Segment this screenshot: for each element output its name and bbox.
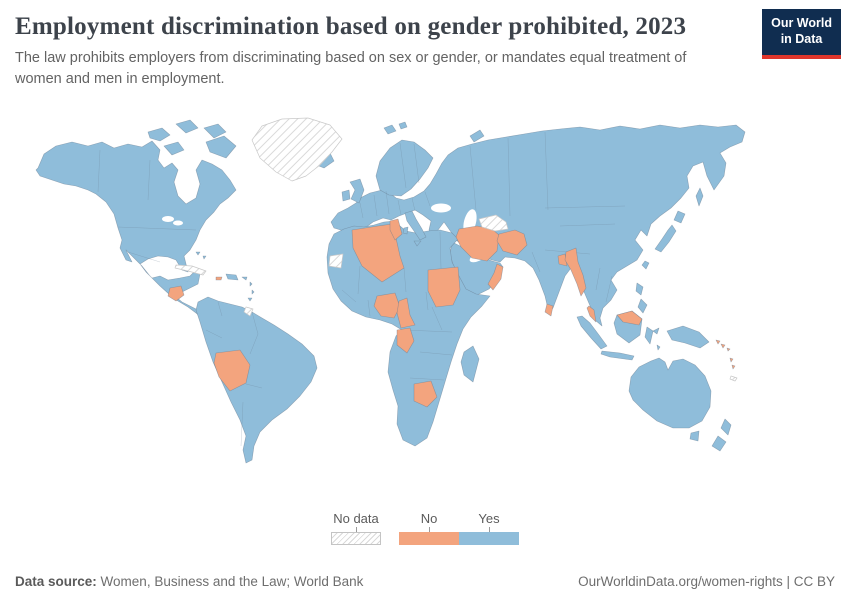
country-japan[interactable] (654, 210, 686, 253)
country-bolivia[interactable] (213, 349, 251, 392)
region-arctic-islands[interactable] (147, 119, 237, 159)
footer: Data source: Women, Business and the Law… (15, 574, 835, 589)
country-new-caledonia[interactable] (729, 375, 738, 382)
country-borders (97, 131, 626, 447)
country-cameroon[interactable] (396, 297, 416, 329)
legend-yes-swatch[interactable] (459, 532, 519, 545)
region-eurasia[interactable] (330, 124, 746, 327)
country-tunisia[interactable] (389, 218, 403, 241)
black-sea (431, 203, 451, 213)
world-map-svg[interactable] (0, 106, 850, 510)
header: Employment discrimination based on gende… (0, 0, 850, 90)
legend-yes[interactable]: Yes (459, 511, 519, 545)
country-botswana[interactable] (413, 380, 438, 408)
country-italy[interactable] (402, 210, 427, 247)
region-north-america[interactable] (35, 140, 237, 320)
map-legend: No data No Yes (0, 511, 850, 545)
country-nigeria[interactable] (373, 292, 401, 319)
region-south-america[interactable] (195, 296, 318, 464)
country-united-kingdom[interactable] (349, 178, 365, 204)
country-jamaica[interactable] (215, 276, 223, 281)
attribution-link[interactable]: OurWorldinData.org/women-rights | CC BY (578, 574, 835, 589)
region-indonesia[interactable] (576, 310, 661, 361)
country-cuba[interactable] (174, 264, 207, 276)
region-scandinavia[interactable] (375, 139, 434, 197)
legend-no-swatch[interactable] (399, 532, 459, 545)
country-french-guiana[interactable] (243, 306, 254, 317)
country-guatemala[interactable] (167, 285, 185, 302)
legend-yes-tick (488, 527, 490, 532)
region-svalbard[interactable] (383, 121, 485, 143)
country-gabon-congo[interactable] (396, 327, 415, 354)
country-oman[interactable] (487, 263, 504, 291)
country-sri-lanka[interactable] (544, 303, 554, 317)
data-source-value: Women, Business and the Law; World Bank (100, 574, 364, 589)
data-source: Data source: Women, Business and the Law… (15, 574, 363, 589)
subtitle: The law prohibits employers from discrim… (15, 50, 687, 88)
legend-yes-label: Yes (478, 511, 500, 526)
country-ireland[interactable] (341, 189, 351, 202)
country-algeria[interactable] (351, 223, 405, 283)
great-lakes-2 (173, 220, 183, 226)
legend-no[interactable]: No (399, 511, 459, 545)
legend-no-data-swatch[interactable] (331, 532, 381, 545)
country-new-zealand[interactable] (711, 418, 732, 452)
country-philippines[interactable] (635, 282, 648, 314)
owid-logo[interactable]: Our World in Data (762, 9, 841, 59)
country-solomon-islands[interactable] (715, 339, 731, 352)
logo-line2: in Data (780, 32, 823, 47)
country-sudan[interactable] (427, 266, 461, 308)
legend-no-data[interactable]: No data (331, 511, 381, 545)
country-myanmar[interactable] (564, 247, 587, 297)
country-malaysia[interactable] (586, 305, 643, 326)
country-afghanistan[interactable] (496, 229, 528, 256)
country-western-sahara[interactable] (328, 253, 344, 269)
logo-line1: Our World (771, 16, 832, 30)
country-taiwan[interactable] (641, 260, 650, 270)
world-map[interactable] (0, 106, 850, 510)
country-australia[interactable] (628, 357, 712, 442)
country-turkmenistan[interactable] (478, 214, 509, 232)
country-vanuatu[interactable] (729, 357, 736, 370)
legend-no-label: No (420, 511, 438, 526)
region-sakhalin[interactable] (695, 187, 704, 207)
great-lakes (162, 216, 174, 222)
page-title: Employment discrimination based on gende… (15, 13, 687, 40)
data-source-label: Data source: (15, 574, 97, 589)
legend-no-data-tick (355, 527, 357, 532)
country-madagascar[interactable] (460, 345, 480, 383)
country-greenland[interactable] (251, 117, 343, 182)
legend-bar: No Yes (399, 511, 519, 545)
region-caribbean[interactable] (195, 251, 255, 302)
country-papua-new-guinea[interactable] (666, 325, 710, 349)
legend-no-data-label: No data (333, 511, 379, 526)
legend-no-tick (428, 527, 430, 532)
country-bangladesh[interactable] (557, 253, 568, 267)
